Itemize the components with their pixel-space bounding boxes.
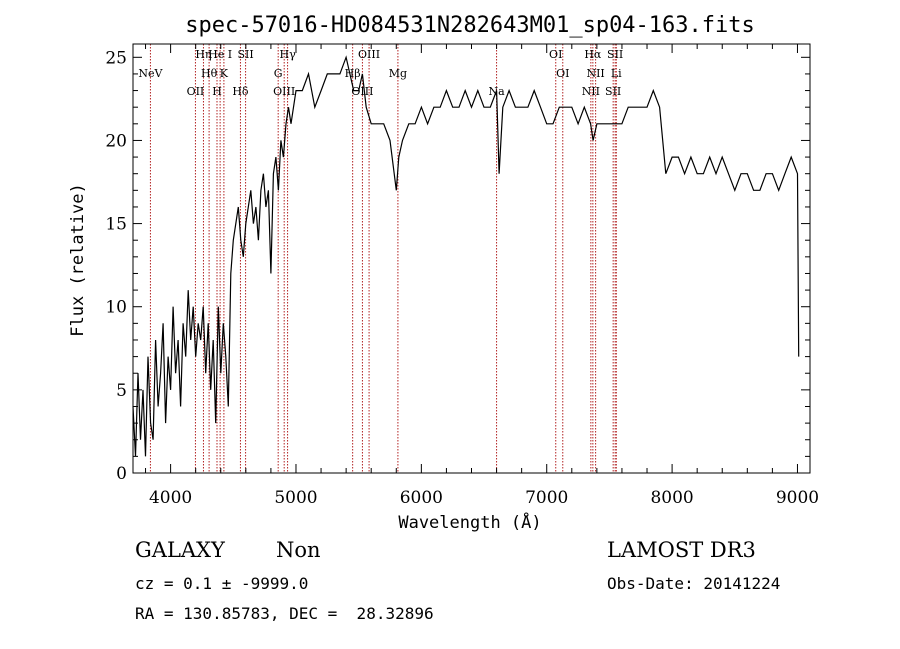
x-tick-label: 8000 <box>650 488 693 508</box>
line-marker-label: OI <box>556 67 569 80</box>
survey-name: LAMOST DR3 <box>607 538 756 562</box>
y-axis-ticks: 0 5 10 15 20 25 <box>105 48 810 484</box>
y-tick-label: 5 <box>116 381 127 401</box>
y-tick-label: 25 <box>105 48 127 68</box>
y-tick-label: 20 <box>105 131 127 151</box>
line-marker-label: SII <box>607 48 623 61</box>
line-marker-label: Hθ <box>201 67 218 80</box>
y-tick-label: 0 <box>116 464 127 484</box>
line-marker-label: NeV <box>138 67 163 80</box>
y-tick-label: 10 <box>105 298 127 318</box>
line-marker-label: K <box>220 67 229 80</box>
x-tick-label: 6000 <box>400 488 443 508</box>
spectral-line-markers <box>149 44 617 473</box>
y-axis-label: Flux (relative) <box>68 183 88 337</box>
y-tick-label: 15 <box>105 215 127 235</box>
chart-title: spec-57016-HD084531N282643M01_sp04-163.f… <box>185 13 755 38</box>
line-marker-label: OIII <box>351 85 373 98</box>
object-subclass: Non <box>276 538 321 562</box>
line-marker-label: G <box>274 67 283 80</box>
x-tick-label: 5000 <box>274 488 317 508</box>
line-marker-label: He I <box>208 48 232 61</box>
x-tick-label: 7000 <box>525 488 568 508</box>
line-marker-label: Li <box>611 67 622 80</box>
line-marker-label: SII <box>605 85 621 98</box>
x-tick-label: 9000 <box>776 488 819 508</box>
line-marker-label: OII <box>187 85 205 98</box>
x-axis-ticks: 4000 5000 6000 7000 8000 9000 <box>145 44 819 508</box>
spectral-line-labels: NeV OII Hη Hθ H He I KHδ SII G OIII Hγ Hβ OIII OIII Mg… <box>138 48 623 98</box>
line-marker-label: Hβ <box>345 67 361 80</box>
line-marker-label: H <box>212 85 222 98</box>
line-marker-label: OI <box>549 48 562 61</box>
line-marker-label: NII <box>586 67 604 80</box>
line-marker-label: Hα <box>584 48 602 61</box>
x-tick-label: 4000 <box>149 488 192 508</box>
redshift-readout: cz = 0.1 ± -9999.0 <box>135 574 309 593</box>
object-class: GALAXY <box>135 538 225 562</box>
line-marker-label: Hγ <box>279 48 296 61</box>
spectrum-line <box>132 55 800 457</box>
line-marker-label: OIII <box>358 48 380 61</box>
line-marker-label: Hδ <box>232 85 249 98</box>
line-marker-label: SII <box>237 48 253 61</box>
line-marker-label: OIII <box>273 85 295 98</box>
line-marker-label: Hη <box>195 48 211 61</box>
coordinates: RA = 130.85783, DEC = 28.32896 <box>135 604 434 623</box>
line-marker-label: NII <box>582 85 600 98</box>
obs-date: Obs-Date: 20141224 <box>607 574 781 593</box>
x-axis-label: Wavelength (Å) <box>398 511 541 533</box>
line-marker-label: Mg <box>389 67 407 80</box>
